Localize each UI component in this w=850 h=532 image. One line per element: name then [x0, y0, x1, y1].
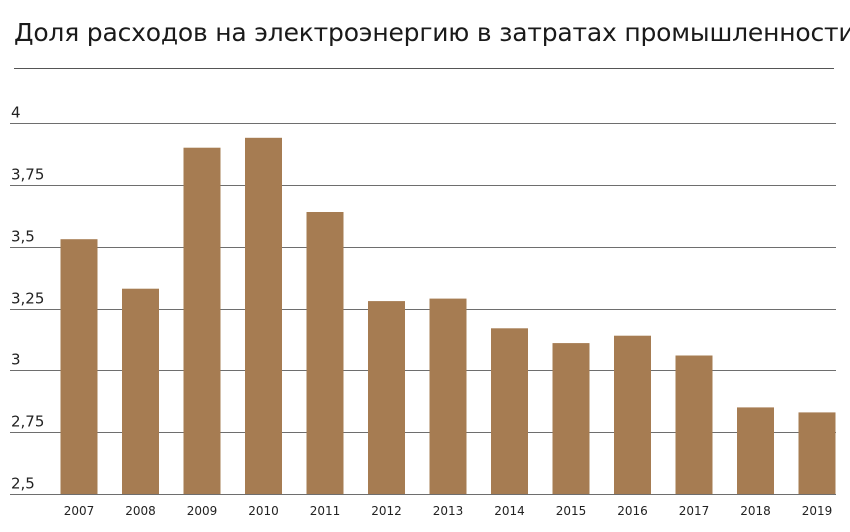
bar-2016 [614, 335, 651, 494]
bar-2017 [675, 355, 713, 494]
bars [60, 137, 836, 495]
x-tick-label: 2011 [310, 504, 341, 518]
x-tick-label: 2010 [248, 504, 279, 518]
bar-2015 [552, 343, 590, 494]
bar-2009 [183, 147, 221, 494]
bar-2008 [122, 288, 159, 494]
bar-2012 [368, 301, 405, 494]
x-tick-label: 2008 [125, 504, 156, 518]
y-tick-labels: 4 3,75 3,5 3,25 3 2,75 2,5 [11, 104, 44, 493]
x-tick-label: 2016 [617, 504, 648, 518]
x-tick-label: 2013 [433, 504, 464, 518]
y-tick-label: 2,75 [11, 413, 44, 431]
y-tick-label: 3,75 [11, 166, 44, 184]
bar-2007 [60, 239, 98, 494]
bar-2014 [491, 328, 528, 494]
x-tick-label: 2015 [556, 504, 587, 518]
y-tick-label: 3 [11, 351, 21, 369]
bar-2019 [798, 412, 836, 494]
x-tick-label: 2009 [187, 504, 218, 518]
bar-2010 [245, 137, 282, 495]
y-tick-label: 4 [11, 104, 21, 122]
x-tick-label: 2018 [740, 504, 771, 518]
x-tick-labels: 2007 2008 2009 2010 2011 2012 2013 2014 2015 2016… [64, 504, 833, 518]
x-tick-label: 2007 [64, 504, 95, 518]
chart-title: Доля расходов на электроэнергию в затрат… [14, 18, 850, 47]
x-tick-label: 2017 [679, 504, 710, 518]
x-tick-label: 2012 [371, 504, 402, 518]
bar-2018 [737, 407, 774, 494]
bar-2013 [429, 298, 467, 494]
x-tick-label: 2014 [494, 504, 525, 518]
y-tick-label: 2,5 [11, 475, 35, 493]
x-tick-label: 2019 [802, 504, 833, 518]
y-tick-label: 3,5 [11, 228, 35, 246]
y-tick-label: 3,25 [11, 290, 44, 308]
title-divider [14, 68, 834, 69]
bar-2011 [306, 212, 344, 494]
